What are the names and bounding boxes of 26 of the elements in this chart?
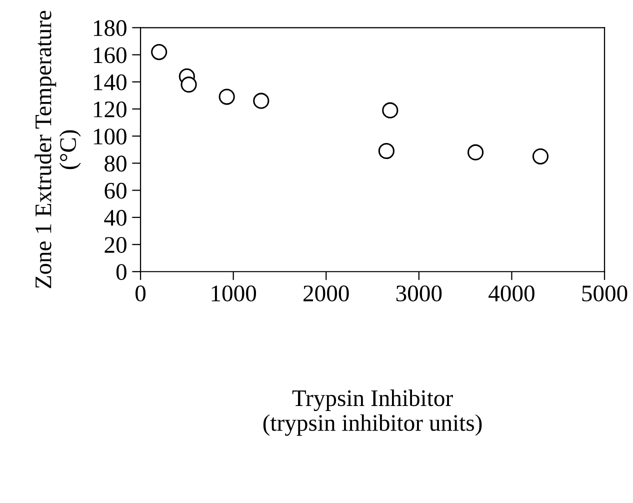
- y-tick-label: 0: [116, 264, 126, 280]
- y-axis-title: Zone 1 Extruder Temperature (°C): [34, 10, 81, 288]
- point: [151, 44, 168, 60]
- y-tick-label: 20: [104, 237, 126, 253]
- y-tick-label: 60: [104, 182, 126, 199]
- point: [180, 76, 197, 93]
- point: [467, 144, 484, 160]
- x-tick-label: 3000: [396, 285, 442, 302]
- x-tick-label: 4000: [488, 285, 534, 302]
- x-tick-label: 1000: [212, 285, 256, 302]
- x-tick-label: 2000: [304, 285, 349, 302]
- y-tick-label: 80: [104, 156, 126, 172]
- x-tick-label: 0: [136, 285, 146, 302]
- point: [532, 148, 549, 164]
- point: [382, 102, 398, 118]
- y-tick-label: 140: [94, 74, 126, 90]
- y-tick-label: 180: [94, 20, 126, 36]
- y-tick-label: 160: [94, 47, 126, 64]
- point: [218, 88, 235, 105]
- y-tick-label: 100: [94, 128, 126, 145]
- x-axis-title: Trypsin Inhibitor (trypsin inhibitor units): [263, 390, 482, 436]
- point: [253, 92, 270, 109]
- point: [378, 142, 394, 160]
- x-tick-label: 5000: [582, 285, 628, 302]
- y-tick-label: 40: [104, 210, 126, 226]
- y-tick-label: 120: [94, 101, 126, 118]
